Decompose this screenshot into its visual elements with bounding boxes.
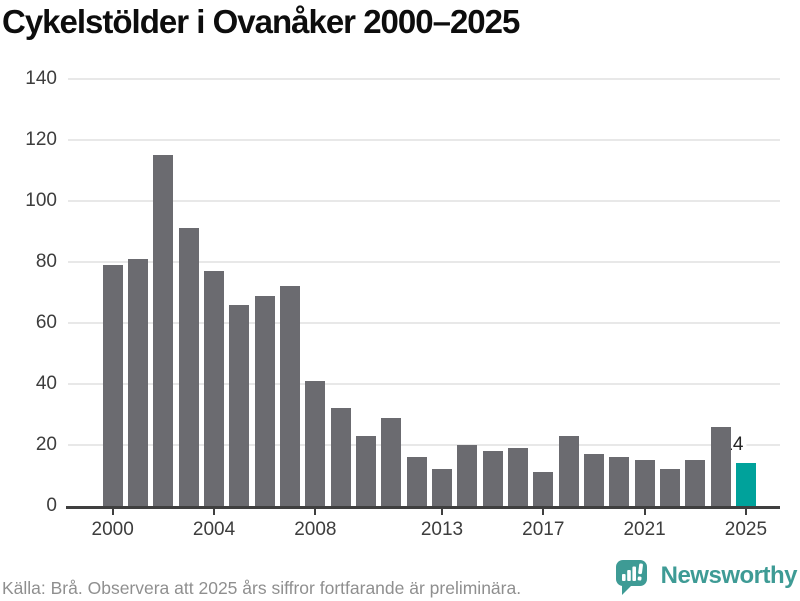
x-axis-label-2017: 2017 <box>522 519 565 540</box>
bar-chart: 0 20 40 60 80 100 120 140 14 2000 2004 2008 2013 2017… <box>25 68 780 540</box>
x-axis-label-2013: 2013 <box>420 519 464 540</box>
gridline-y-40 <box>68 383 780 385</box>
x-tick-2008 <box>314 509 317 515</box>
bar-2022 <box>659 469 680 506</box>
x-axis-label-2025: 2025 <box>724 519 768 540</box>
y-axis-label-80: 80 <box>35 251 57 272</box>
newsworthy-logo-text: Newsworthy <box>660 561 798 589</box>
page-title: Cykelstölder i Ovanåker 2000–2025 <box>2 3 520 40</box>
bar-2018 <box>558 435 579 506</box>
bar-2013 <box>431 469 452 506</box>
gridline-y-100 <box>68 200 780 202</box>
bar-2003 <box>178 228 199 506</box>
bar-2000 <box>102 265 123 506</box>
bar-2024 <box>710 426 731 506</box>
gridline-y-140 <box>68 78 780 80</box>
bar-2009 <box>330 408 351 506</box>
x-tick-2025 <box>744 509 747 515</box>
bar-2020 <box>609 457 630 506</box>
bar-2005 <box>229 304 250 506</box>
x-axis-label-2008: 2008 <box>294 519 337 540</box>
y-axis-label-40: 40 <box>35 373 57 394</box>
x-axis-label-2021: 2021 <box>623 519 666 540</box>
y-axis-label-120: 120 <box>25 129 57 150</box>
y-axis-label-140: 140 <box>25 68 57 89</box>
x-tick-2013 <box>440 509 443 515</box>
bar-2006 <box>254 295 275 506</box>
x-axis-label-2000: 2000 <box>91 519 134 540</box>
bar-2021 <box>634 460 655 506</box>
y-axis-label-20: 20 <box>35 434 57 455</box>
newsworthy-logo[interactable]: Newsworthy <box>613 555 798 596</box>
bar-2025 <box>735 463 756 506</box>
bar-2015 <box>482 451 503 506</box>
x-axis-line <box>66 506 780 509</box>
gridline-y-120 <box>68 139 780 141</box>
bar-2001 <box>128 258 149 506</box>
x-tick-2000 <box>111 509 114 515</box>
x-axis-label-2004: 2004 <box>192 519 236 540</box>
bar-2007 <box>280 286 300 506</box>
y-axis-label-100: 100 <box>25 190 57 211</box>
source-note: Källa: Brå. Observera att 2025 års siffr… <box>2 578 522 598</box>
bar-2016 <box>507 448 528 506</box>
gridline-y-60 <box>68 322 780 324</box>
newsworthy-chart-bubble-icon <box>613 555 653 596</box>
gridline-y-20 <box>68 444 780 446</box>
gridline-y-80 <box>68 261 780 263</box>
bar-2011 <box>381 417 402 506</box>
y-axis-label-0: 0 <box>46 495 57 516</box>
x-tick-2021 <box>643 509 646 515</box>
bar-2008 <box>305 380 326 506</box>
bar-2019 <box>583 454 604 506</box>
bar-2010 <box>356 435 376 506</box>
bar-2012 <box>406 457 427 506</box>
x-tick-2017 <box>542 509 545 515</box>
x-tick-2004 <box>213 509 216 515</box>
bar-2023 <box>685 460 706 506</box>
bar-2004 <box>204 271 225 506</box>
bar-2017 <box>533 472 554 506</box>
bar-2014 <box>457 445 478 506</box>
y-axis-label-60: 60 <box>35 312 57 333</box>
bar-2002 <box>153 155 174 506</box>
